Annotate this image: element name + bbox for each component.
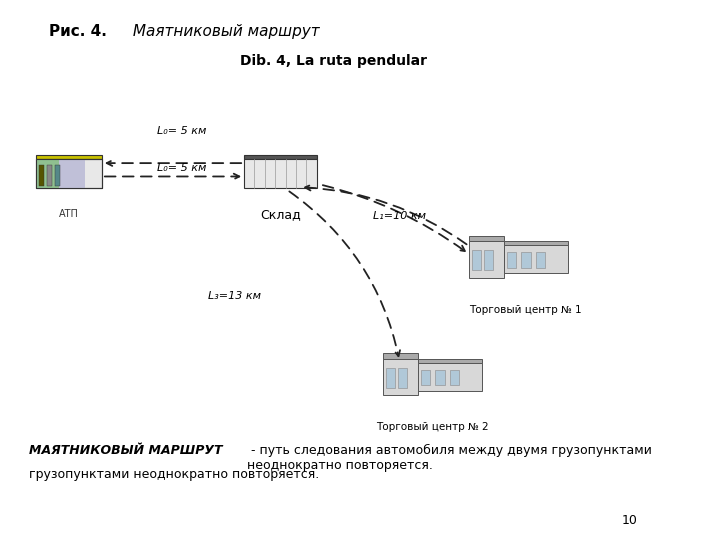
Text: Склад: Склад — [260, 208, 301, 221]
FancyBboxPatch shape — [39, 165, 45, 186]
FancyBboxPatch shape — [521, 252, 531, 268]
FancyBboxPatch shape — [418, 363, 482, 391]
Text: АТП: АТП — [59, 208, 78, 219]
Text: грузопунктами неоднократно повторяется.: грузопунктами неоднократно повторяется. — [30, 468, 320, 481]
Text: Рис. 4.: Рис. 4. — [49, 24, 107, 39]
Text: МАЯТНИКОВЫЙ МАРШРУТ: МАЯТНИКОВЫЙ МАРШРУТ — [30, 444, 222, 457]
Text: Dib. 4, La ruta pendular: Dib. 4, La ruta pendular — [240, 53, 427, 68]
FancyBboxPatch shape — [244, 154, 317, 159]
Text: 10: 10 — [621, 514, 637, 526]
FancyBboxPatch shape — [503, 241, 568, 245]
Text: Маятниковый маршрут: Маятниковый маршрут — [128, 24, 320, 39]
Text: L₃=13 км: L₃=13 км — [207, 292, 261, 301]
FancyBboxPatch shape — [469, 241, 503, 278]
Text: Торговый центр № 2: Торговый центр № 2 — [376, 422, 489, 433]
Text: Торговый центр № 1: Торговый центр № 1 — [469, 305, 581, 315]
FancyBboxPatch shape — [421, 370, 430, 386]
FancyBboxPatch shape — [244, 159, 317, 188]
FancyBboxPatch shape — [436, 370, 445, 386]
FancyBboxPatch shape — [418, 359, 482, 363]
Text: L₀= 5 км: L₀= 5 км — [156, 126, 206, 136]
FancyBboxPatch shape — [55, 165, 60, 186]
FancyBboxPatch shape — [383, 359, 418, 395]
FancyBboxPatch shape — [503, 245, 568, 273]
FancyBboxPatch shape — [398, 368, 407, 388]
FancyBboxPatch shape — [386, 368, 395, 388]
FancyBboxPatch shape — [47, 165, 53, 186]
Text: - путь следования автомобиля между двумя грузопунктами неоднократно повторяется.: - путь следования автомобиля между двумя… — [248, 444, 652, 472]
FancyBboxPatch shape — [59, 159, 86, 188]
FancyBboxPatch shape — [36, 154, 102, 159]
FancyBboxPatch shape — [383, 353, 418, 359]
FancyBboxPatch shape — [36, 159, 102, 188]
Text: L₁=10 км: L₁=10 км — [373, 211, 426, 221]
Text: L₀= 5 км: L₀= 5 км — [156, 163, 206, 173]
FancyBboxPatch shape — [36, 159, 59, 188]
FancyBboxPatch shape — [484, 250, 492, 270]
FancyBboxPatch shape — [536, 252, 545, 268]
FancyBboxPatch shape — [472, 250, 481, 270]
FancyBboxPatch shape — [450, 370, 459, 386]
FancyBboxPatch shape — [507, 252, 516, 268]
FancyBboxPatch shape — [469, 235, 503, 241]
